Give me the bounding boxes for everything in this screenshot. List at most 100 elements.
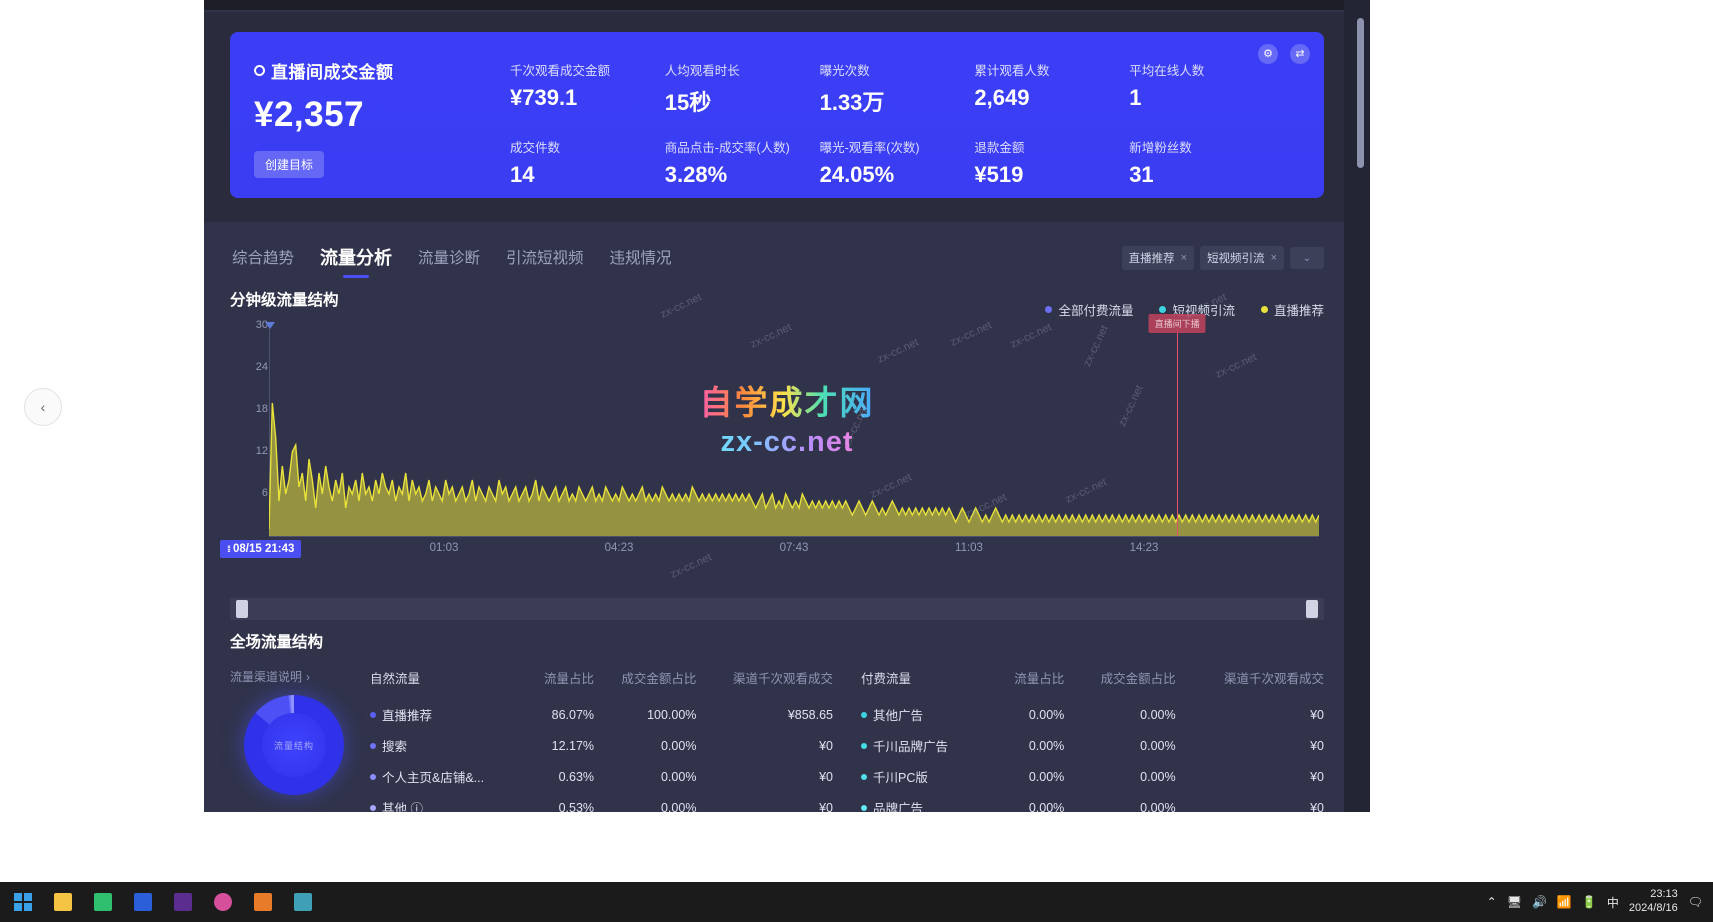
- swap-icon[interactable]: ⇄: [1290, 44, 1310, 64]
- volume-icon[interactable]: 🔊: [1531, 895, 1547, 909]
- paid-cell-1: 0.00%: [1028, 769, 1065, 784]
- app-orange-icon[interactable]: [244, 885, 282, 919]
- chart-plot-area: 30 24 18 12 6 直播间下播 01:03 04:23 07:43 11:03 14:2…: [220, 314, 1324, 558]
- prev-slide-button[interactable]: ‹: [24, 388, 62, 426]
- channel-label: 其他 ⓘ: [382, 802, 423, 812]
- natural-cell-2: 0.00%: [660, 769, 697, 784]
- natural-traffic-table-col: 自然流量 流量占比 成交金额占比 渠道千次观看成交 直播推荐 86.07% 100.00%…: [370, 668, 833, 812]
- windows-logo-icon[interactable]: [4, 885, 42, 919]
- legend-dot-icon: [1159, 306, 1167, 313]
- paid-cell-1: 0.00%: [1028, 738, 1065, 753]
- kpi-metric-grid: 千次观看成交金额 ¥739.1 人均观看时长 15秒 曝光次数 1.33万 累计观看人数 2,…: [510, 60, 1284, 188]
- monitor-icon[interactable]: 🖥: [1506, 895, 1522, 909]
- app-green-icon[interactable]: [84, 885, 122, 919]
- legend-item-0[interactable]: 全部付费流量: [1045, 300, 1133, 319]
- file-explorer-icon[interactable]: [44, 885, 82, 919]
- kpi-cell-value: ¥519: [974, 162, 1024, 187]
- kpi-primary-metric: 直播间成交金额 ¥2,357 创建目标: [254, 58, 504, 178]
- tab-3[interactable]: 引流短视频: [506, 250, 584, 267]
- x-axis-start-badge[interactable]: ⁞⁞ 08/15 21:43: [220, 540, 302, 558]
- taskbar-clock[interactable]: 23:13 2024/8/16: [1629, 888, 1678, 916]
- kpi-cell-label: 人均观看时长: [664, 64, 740, 78]
- kpi-primary-label: 直播间成交金额: [271, 63, 394, 82]
- kpi-cell-3: 累计观看人数 2,649: [974, 60, 1129, 117]
- table-row[interactable]: 个人主页&店铺&... 0.63% 0.00% ¥0: [370, 761, 833, 792]
- filter-tag-1-label: 短视频引流: [1207, 253, 1265, 265]
- y-axis-tick: 12: [255, 445, 268, 457]
- legend-label: 直播推荐: [1273, 304, 1324, 318]
- natural-cell-1: 0.53%: [558, 800, 595, 813]
- kpi-cell-value: 3.28%: [664, 162, 728, 187]
- chevron-up-icon[interactable]: ⌃: [1486, 895, 1497, 909]
- table-row[interactable]: 千川PC版 0.00% 0.00% ¥0: [861, 761, 1324, 792]
- natural-traffic-table: 自然流量 流量占比 成交金额占比 渠道千次观看成交 直播推荐 86.07% 100.00%…: [370, 668, 833, 812]
- close-icon[interactable]: ×: [1180, 252, 1188, 264]
- paid-header-1: 流量占比: [1014, 672, 1065, 686]
- y-axis-tick: 24: [255, 361, 268, 373]
- legend-item-2[interactable]: 直播推荐: [1260, 300, 1324, 319]
- kpi-cell-label: 成交件数: [510, 141, 561, 155]
- natural-row-name: 直播推荐: [370, 699, 526, 730]
- x-axis-tick: 07:43: [779, 542, 809, 554]
- chart-range-slider[interactable]: [230, 598, 1324, 620]
- taskbar-app-list: [0, 885, 322, 919]
- close-icon[interactable]: ×: [1270, 252, 1277, 264]
- kpi-cell-8: 退款金额 ¥519: [974, 137, 1129, 188]
- paid-cell-2: 0.00%: [1140, 707, 1176, 722]
- filter-tag-area: 直播推荐 × 短视频引流 × ⌄: [1121, 246, 1324, 270]
- natural-row-name: 个人主页&店铺&...: [370, 761, 526, 792]
- chart-legend: 全部付费流量 短视频引流 直播推荐: [1045, 300, 1324, 319]
- grip-icon: ⁞⁞: [227, 544, 231, 554]
- kpi-summary-card: ⚙ ⇄ 直播间成交金额 ¥2,357 创建目标 千次观看成交金额 ¥739.1 人均…: [230, 32, 1324, 198]
- table-row[interactable]: 其他广告 0.00% 0.00% ¥0: [861, 699, 1324, 730]
- chevron-down-icon[interactable]: ⌄: [1290, 247, 1324, 269]
- natural-cell-3: ¥0: [819, 800, 833, 813]
- kpi-card-actions: ⚙ ⇄: [1258, 44, 1310, 64]
- natural-header-0: 自然流量: [370, 672, 421, 686]
- word-icon[interactable]: [124, 885, 162, 919]
- natural-header-2: 成交金额占比: [621, 672, 697, 686]
- channel-label: 千川PC版: [873, 771, 928, 785]
- table-row[interactable]: 其他 ⓘ 0.53% 0.00% ¥0: [370, 792, 833, 812]
- paid-cell-3: ¥0: [1310, 800, 1324, 813]
- notification-icon[interactable]: 🗨: [1687, 895, 1703, 909]
- gear-icon[interactable]: ⚙: [1258, 44, 1278, 64]
- channel-label: 直播推荐: [382, 709, 433, 723]
- network-icon[interactable]: 📶: [1556, 895, 1572, 909]
- browser-icon[interactable]: [204, 885, 242, 919]
- channel-explain-link[interactable]: 流量渠道说明 ›: [230, 668, 370, 685]
- table-row[interactable]: 品牌广告 0.00% 0.00% ¥0: [861, 792, 1324, 812]
- kpi-cell-value: 1: [1129, 85, 1142, 110]
- tab-2[interactable]: 流量诊断: [418, 250, 481, 267]
- table-row[interactable]: 千川品牌广告 0.00% 0.00% ¥0: [861, 730, 1324, 761]
- kpi-cell-value: 14: [510, 162, 535, 187]
- kpi-cell-7: 曝光-观看率(次数) 24.05%: [820, 137, 975, 188]
- channel-label: 搜索: [382, 740, 408, 754]
- filter-tag-1[interactable]: 短视频引流 ×: [1200, 246, 1284, 270]
- create-goal-button[interactable]: 创建目标: [254, 151, 325, 178]
- range-handle-left[interactable]: [236, 600, 248, 618]
- channel-label: 品牌广告: [873, 802, 924, 812]
- natural-cell-1: 12.17%: [551, 738, 595, 753]
- donut-ring: [244, 695, 344, 795]
- paid-cell-1: 0.00%: [1028, 800, 1065, 813]
- tab-1[interactable]: 流量分析: [318, 242, 394, 278]
- tab-4[interactable]: 违规情况: [609, 250, 672, 267]
- table-row[interactable]: 搜索 12.17% 0.00% ¥0: [370, 730, 833, 761]
- filter-tag-0[interactable]: 直播推荐 ×: [1121, 246, 1195, 270]
- page-scrollbar[interactable]: [1357, 18, 1364, 168]
- clock-date: 2024/8/16: [1628, 902, 1678, 914]
- app-purple-icon[interactable]: [164, 885, 202, 919]
- ime-indicator[interactable]: 中: [1606, 895, 1619, 910]
- app-teal-icon[interactable]: [284, 885, 322, 919]
- donut-center-label: 流量结构: [273, 740, 314, 751]
- tab-0[interactable]: 综合趋势: [232, 250, 295, 267]
- legend-label: 全部付费流量: [1058, 304, 1134, 318]
- battery-icon[interactable]: 🔋: [1581, 895, 1597, 909]
- table-row[interactable]: 直播推荐 86.07% 100.00% ¥858.65: [370, 699, 833, 730]
- x-axis-tick: 11:03: [955, 542, 983, 554]
- kpi-cell-value: 2,649: [974, 85, 1030, 110]
- range-handle-right[interactable]: [1306, 600, 1318, 618]
- marker-label-0: 直播间下播: [1148, 314, 1206, 333]
- series-area-0: [269, 403, 1319, 536]
